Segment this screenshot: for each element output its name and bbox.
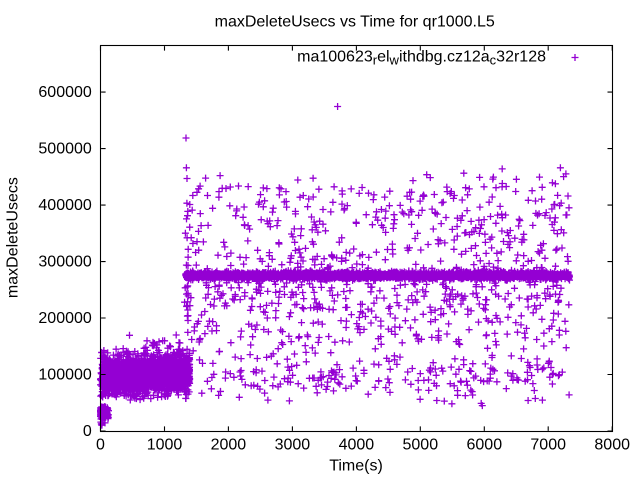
svg-text:0: 0 <box>96 436 105 453</box>
svg-text:500000: 500000 <box>38 141 91 158</box>
svg-text:3000: 3000 <box>275 436 311 453</box>
svg-text:600000: 600000 <box>38 84 91 101</box>
svg-text:5000: 5000 <box>403 436 439 453</box>
svg-text:300000: 300000 <box>38 253 91 270</box>
svg-text:0: 0 <box>83 423 92 440</box>
svg-text:200000: 200000 <box>38 310 91 327</box>
svg-text:6000: 6000 <box>467 436 503 453</box>
svg-text:7000: 7000 <box>530 436 566 453</box>
svg-text:ma100623relwithdbg.cz12ac32r12: ma100623relwithdbg.cz12ac32r128 <box>297 48 546 67</box>
svg-text:1000: 1000 <box>147 436 183 453</box>
svg-text:100000: 100000 <box>38 366 91 383</box>
svg-text:maxDeleteUsecs vs Time for qr1: maxDeleteUsecs vs Time for qr1000.L5 <box>215 14 495 31</box>
svg-text:400000: 400000 <box>38 197 91 214</box>
svg-text:maxDeleteUsecs: maxDeleteUsecs <box>5 177 22 298</box>
svg-text:Time(s): Time(s) <box>329 458 383 475</box>
svg-text:2000: 2000 <box>211 436 247 453</box>
svg-text:4000: 4000 <box>339 436 375 453</box>
svg-text:8000: 8000 <box>594 436 630 453</box>
